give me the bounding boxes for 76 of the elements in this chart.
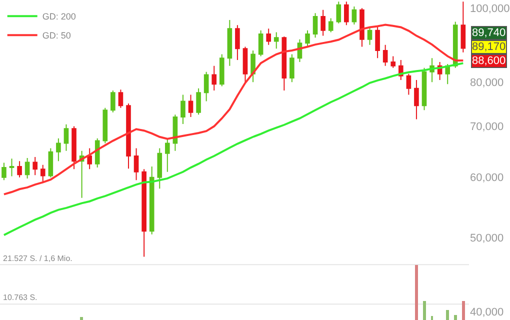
candlestick (219, 54, 224, 87)
candlestick (367, 26, 372, 46)
candlestick (422, 67, 427, 111)
candlestick (344, 1, 349, 26)
candlestick (320, 9, 326, 36)
candlestick (196, 88, 201, 116)
candlestick (328, 18, 334, 33)
legend-label: GD: 200 (42, 12, 76, 22)
candlestick (9, 158, 14, 177)
ref-line-label: 21.527 S. / 1,6 Mio. (3, 254, 72, 263)
candlestick (94, 138, 100, 168)
candlestick (390, 56, 396, 68)
candlestick (460, 1, 466, 53)
candlestick (250, 50, 256, 83)
bar (431, 316, 433, 320)
candlestick (24, 158, 30, 179)
candlestick (17, 160, 22, 178)
candlestick (149, 166, 154, 235)
candlestick (2, 162, 6, 181)
bar (446, 310, 449, 320)
y-tick-label: 60,000 (470, 172, 504, 184)
y-tick-label: 70,000 (470, 121, 504, 134)
candlestick (305, 30, 310, 48)
line-series (2, 24, 464, 196)
y-tick-label: 80,000 (470, 76, 504, 89)
y-tick-label: 40,000 (470, 306, 504, 318)
y-tick-label: 50,000 (470, 232, 504, 245)
text: 89,170 (472, 41, 506, 53)
candlestick (172, 114, 178, 152)
candlestick (414, 80, 419, 120)
candlestick (188, 94, 194, 118)
text: 89,740 (472, 27, 506, 39)
ref-line-label: 10.763 S. (3, 293, 38, 302)
candlestick (118, 89, 124, 108)
candlestick (375, 26, 380, 59)
candlestick (56, 138, 61, 162)
candlestick (266, 28, 271, 46)
candlestick (87, 148, 92, 170)
bar (462, 300, 465, 320)
bar (454, 314, 457, 320)
candlestick (352, 6, 357, 25)
candlestick (204, 71, 209, 102)
candlestick (165, 138, 170, 172)
candlestick (336, 1, 342, 24)
candlestick (134, 148, 139, 181)
candlestick (274, 32, 279, 50)
bar (423, 300, 426, 320)
candlestick (382, 44, 388, 66)
candlestick (180, 94, 186, 124)
candlestick (64, 124, 69, 152)
candlestick (48, 148, 54, 178)
candlestick (72, 126, 76, 170)
candlestick (142, 168, 146, 258)
candlestick (406, 73, 412, 96)
candlestick (102, 107, 108, 144)
candlestick (110, 90, 116, 113)
candlestick (227, 19, 232, 66)
bar (415, 264, 418, 320)
candlestick (312, 12, 318, 38)
candlestick (212, 65, 217, 91)
candlestick (235, 24, 240, 61)
candlestick (282, 36, 287, 91)
candlestick (258, 30, 264, 57)
candlestick (126, 102, 131, 170)
candlestick (40, 164, 46, 182)
legend-label: GD: 50 (42, 30, 71, 41)
candlestick (157, 148, 162, 190)
candlestick (290, 54, 294, 83)
candlestick (242, 46, 248, 84)
candlestick (32, 156, 38, 176)
bar (80, 316, 83, 320)
line-series (2, 62, 464, 236)
candlestick (452, 21, 458, 68)
y-tick-label: 100,000 (470, 3, 510, 16)
text: 88,600 (472, 55, 506, 67)
candlestick (360, 8, 364, 48)
